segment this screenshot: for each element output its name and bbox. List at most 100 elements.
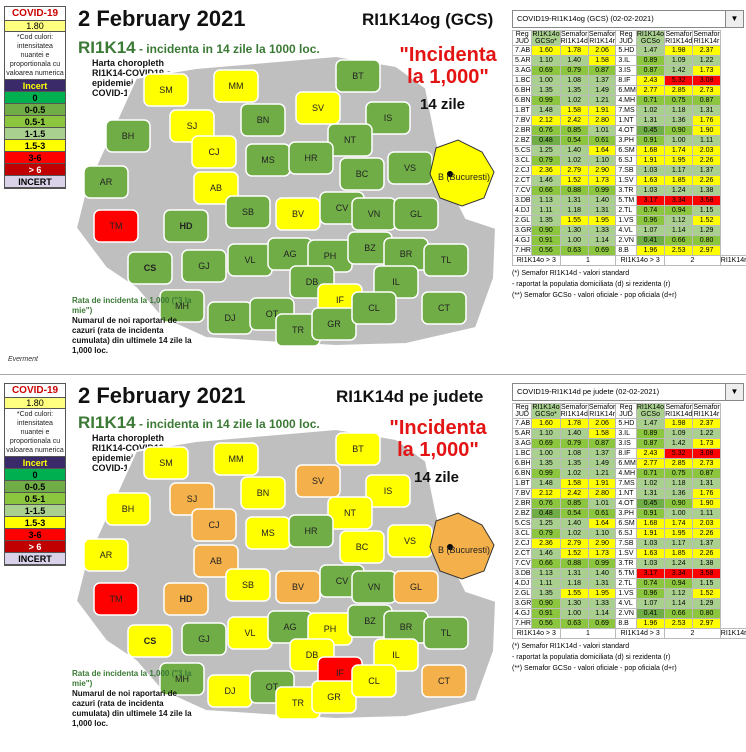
county-cs[interactable]: CS — [128, 625, 172, 657]
county-vl[interactable]: VL — [228, 244, 272, 276]
county-ag[interactable]: AG — [268, 238, 312, 270]
table-cell: 1.63 — [636, 176, 664, 186]
county-br[interactable]: BR — [384, 238, 428, 270]
county-ct[interactable]: CT — [422, 665, 466, 697]
county-ct[interactable]: CT — [422, 292, 466, 324]
table-cell: 3.CL — [513, 156, 532, 166]
county-gr[interactable]: GR — [312, 681, 356, 713]
table-cell: 0.48 — [532, 136, 560, 146]
county-hd[interactable]: HD — [164, 210, 208, 242]
county-sb[interactable]: SB — [226, 196, 270, 228]
chevron-down-icon[interactable]: ▼ — [725, 11, 743, 27]
county-hr[interactable]: HR — [289, 515, 333, 547]
table-cell: 1.12 — [665, 216, 693, 226]
county-bh[interactable]: BH — [106, 120, 150, 152]
county-bc[interactable]: BC — [340, 158, 384, 190]
county-ar[interactable]: AR — [84, 539, 128, 571]
county-br[interactable]: BR — [384, 611, 428, 643]
county-cs[interactable]: CS — [128, 252, 172, 284]
county-label: TL — [441, 255, 452, 265]
county-cj[interactable]: CJ — [192, 136, 236, 168]
chevron-down-icon[interactable]: ▼ — [725, 384, 743, 400]
county-mm[interactable]: MM — [214, 443, 258, 475]
table-cell: 1.10 — [588, 529, 615, 539]
table-cell: 0.79 — [560, 66, 588, 76]
county-vn[interactable]: VN — [352, 571, 396, 603]
county-vs[interactable]: VS — [388, 525, 432, 557]
county-vl[interactable]: VL — [228, 617, 272, 649]
table-cell: 0.90 — [665, 499, 693, 509]
table-cell: 0.61 — [588, 509, 615, 519]
table-cell: 1.55 — [560, 216, 588, 226]
county-mm[interactable]: MM — [214, 70, 258, 102]
county-tm[interactable]: TM — [94, 583, 138, 615]
county-bc[interactable]: BC — [340, 531, 384, 563]
county-ag[interactable]: AG — [268, 611, 312, 643]
table-cell: 2.CJ — [513, 539, 532, 549]
table-cell: 2.73 — [693, 86, 720, 96]
table-cell: 2.CJ — [513, 166, 532, 176]
table-cell: 8.IF — [616, 449, 637, 459]
county-tl[interactable]: TL — [424, 244, 468, 276]
county-cl[interactable]: CL — [352, 665, 396, 697]
county-ms[interactable]: MS — [246, 517, 290, 549]
table-cell: 1.01 — [588, 126, 615, 136]
county-gj[interactable]: GJ — [182, 250, 226, 282]
table-cell: 1.52 — [560, 176, 588, 186]
table-cell: 2.85 — [665, 459, 693, 469]
table-cell: 7.AB — [513, 46, 532, 56]
bucuresti-inset[interactable]: B (Bucuresti) — [430, 513, 494, 579]
table-cell: 2.VN — [616, 609, 637, 619]
county-label: CV — [336, 576, 349, 586]
county-vs[interactable]: VS — [388, 152, 432, 184]
table-cell: 4.DJ — [513, 579, 532, 589]
county-sv[interactable]: SV — [296, 92, 340, 124]
county-gr[interactable]: GR — [312, 308, 356, 340]
county-sm[interactable]: SM — [144, 447, 188, 479]
county-label: VS — [404, 536, 416, 546]
county-ms[interactable]: MS — [246, 144, 290, 176]
county-ar[interactable]: AR — [84, 166, 128, 198]
legend-row: Incert — [5, 80, 65, 92]
county-gl[interactable]: GL — [394, 571, 438, 603]
county-hd[interactable]: HD — [164, 583, 208, 615]
county-dj[interactable]: DJ — [208, 675, 252, 707]
county-nt[interactable]: NT — [328, 124, 372, 156]
county-gj[interactable]: GJ — [182, 623, 226, 655]
county-cj[interactable]: CJ — [192, 509, 236, 541]
table-cell: 6.BN — [513, 469, 532, 479]
county-nt[interactable]: NT — [328, 497, 372, 529]
bucuresti-inset[interactable]: B (Bucuresti) — [430, 140, 494, 206]
county-tl[interactable]: TL — [424, 617, 468, 649]
county-tm[interactable]: TM — [94, 210, 138, 242]
county-vn[interactable]: VN — [352, 198, 396, 230]
county-bv[interactable]: BV — [276, 571, 320, 603]
county-sm[interactable]: SM — [144, 74, 188, 106]
dataset-dropdown[interactable]: COVID19-RI1K14d pe judete (02-02-2021)▼ — [512, 383, 744, 401]
legend-row: 3-6 — [5, 529, 65, 541]
table-cell: 2.42 — [560, 489, 588, 499]
table-cell: 1.18 — [560, 206, 588, 216]
county-bv[interactable]: BV — [276, 198, 320, 230]
table-cell: 0.76 — [532, 499, 560, 509]
county-bt[interactable]: BT — [336, 433, 380, 465]
table-cell: 6.BH — [513, 86, 532, 96]
county-sb[interactable]: SB — [226, 569, 270, 601]
county-hr[interactable]: HR — [289, 142, 333, 174]
table-cell: 6.SM — [616, 146, 637, 156]
county-bn[interactable]: BN — [241, 104, 285, 136]
table-cell: 0.91 — [636, 509, 664, 519]
dataset-dropdown[interactable]: COVID19-RI1K14og (GCS) (02-02-2021)▼ — [512, 10, 744, 28]
table-cell: 1.09 — [665, 56, 693, 66]
county-cl[interactable]: CL — [352, 292, 396, 324]
county-label: GL — [410, 582, 422, 592]
county-gl[interactable]: GL — [394, 198, 438, 230]
county-sv[interactable]: SV — [296, 465, 340, 497]
county-bh[interactable]: BH — [106, 493, 150, 525]
county-dj[interactable]: DJ — [208, 302, 252, 334]
county-bt[interactable]: BT — [336, 60, 380, 92]
county-label: DJ — [225, 686, 236, 696]
county-bn[interactable]: BN — [241, 477, 285, 509]
